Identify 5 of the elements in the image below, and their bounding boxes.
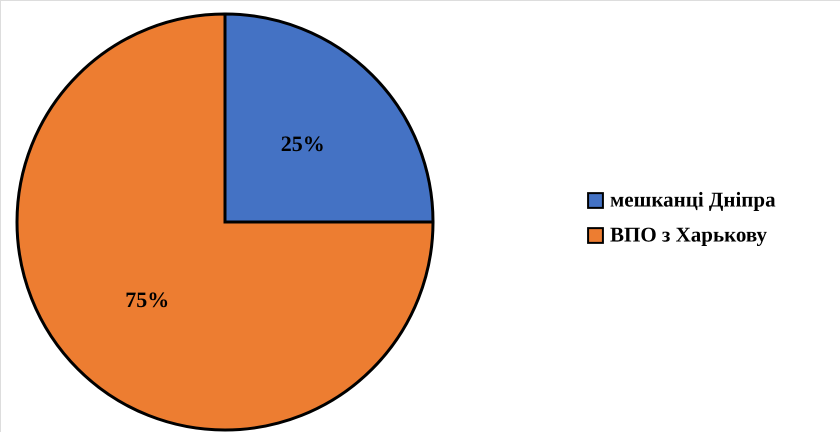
legend-label: мешканці Дніпра	[610, 188, 776, 212]
pie-slice	[16, 12, 434, 432]
data-label: 75%	[125, 286, 170, 312]
data-label: 25%	[280, 131, 325, 156]
legend-label: ВПО з Харькову	[610, 222, 768, 246]
